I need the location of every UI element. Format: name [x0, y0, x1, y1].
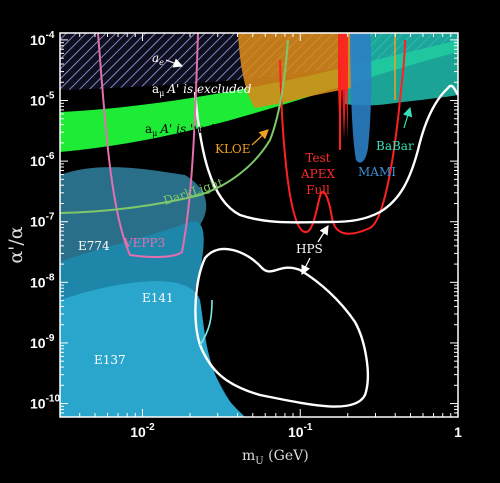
y-tick-label: 10-6 [30, 151, 55, 169]
kloe-arrow [251, 129, 269, 146]
y-axis-ticks: 10-4 10-5 10-6 10-7 10-8 10-9 10-10 [30, 30, 458, 418]
babar-region [345, 33, 458, 106]
mami-region [350, 33, 372, 163]
kloe-region [238, 33, 352, 108]
mami-label: MAMI [358, 165, 396, 179]
apex-test-line [279, 39, 406, 235]
apex-full-label: Full [306, 183, 330, 197]
y-tick-label: 10-9 [30, 333, 55, 351]
y-tick-label: 10-10 [30, 394, 60, 412]
y-tick-label: 10-8 [30, 272, 55, 290]
darklight-line [60, 39, 289, 214]
hps-label: HPS [296, 242, 323, 256]
hps-upper-curve [193, 84, 458, 224]
hps-cyan-edge [199, 299, 213, 346]
y-tick-label: 10-4 [30, 30, 55, 48]
plot-area [60, 33, 458, 417]
y-tick-label: 10-5 [30, 91, 55, 109]
e137-label: E137 [94, 353, 126, 367]
vepp3-line [97, 33, 199, 258]
e774-label: E774 [78, 239, 110, 253]
x-tick-label: 10-1 [288, 422, 313, 440]
babar-arrow [402, 106, 413, 129]
kloe-label: KLOE [215, 142, 251, 156]
apex-test-label: Test [305, 151, 330, 165]
y-axis-label: α'/α [5, 226, 27, 263]
apex-label: APEX [300, 167, 336, 181]
hps-arrow-upper [317, 224, 329, 243]
x-tick-label: 1 [454, 424, 462, 440]
hps-lower-loop [194, 247, 369, 408]
ae-label: ae [152, 51, 164, 67]
ae-arrow [165, 58, 184, 68]
amu-welcome-label: aμ A' is 'welcome' [145, 122, 250, 138]
x-axis-label: mU (GeV) [242, 448, 309, 467]
e137-region [60, 281, 245, 417]
vepp3-label: VEPP3 [123, 236, 165, 250]
amu-excluded-label: aμ A' is excluded [152, 82, 252, 98]
y-tick-label: 10-7 [30, 212, 55, 230]
x-tick-label: 10-2 [130, 422, 155, 440]
e141-label: E141 [142, 291, 174, 305]
hps-arrow-lower [301, 257, 311, 276]
babar-label: BaBar [376, 139, 414, 153]
x-axis-ticks: 10-2 10-1 1 [59, 33, 462, 440]
